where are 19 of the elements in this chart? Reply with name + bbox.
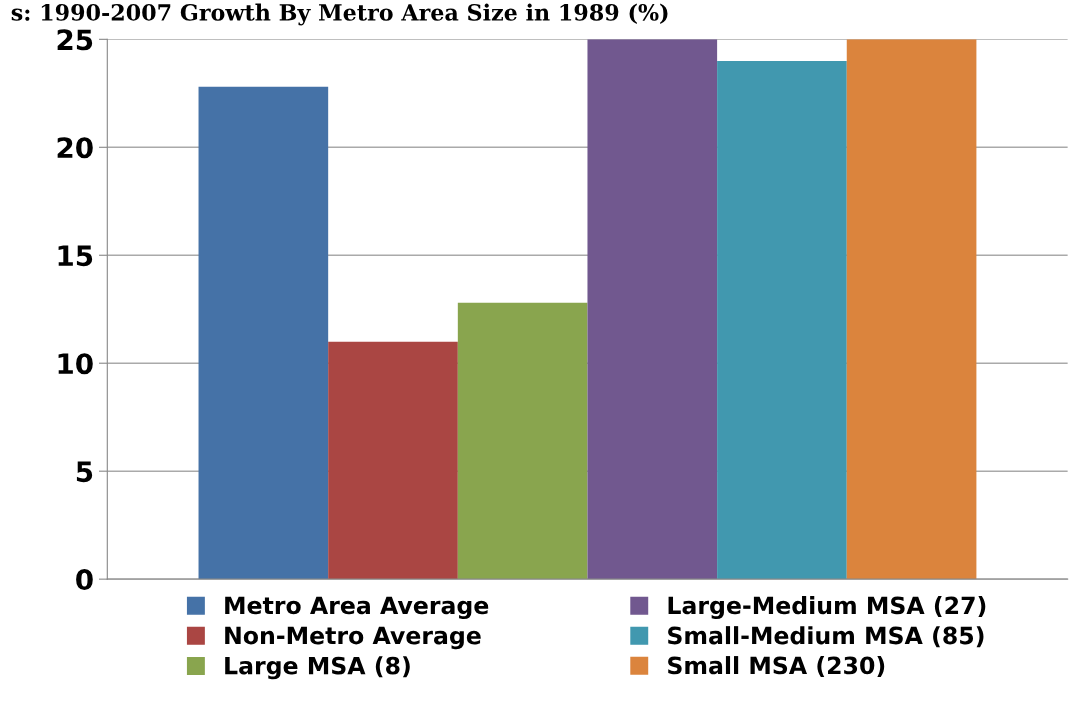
legend-label: Non-Metro Average [225,626,481,650]
y-tick-label: 10 [58,353,93,375]
bar [717,60,847,580]
y-tick-label: 25 [57,29,93,51]
y-tick-label: 15 [58,245,93,267]
bar [846,39,977,580]
bar [328,341,458,580]
legend-label: Metro Area Average [225,596,489,620]
bar [198,86,329,580]
legend-label: Small MSA (230) [668,656,885,678]
y-tick-label: 20 [57,137,93,159]
legend-label: Small-Medium MSA (85) [668,626,984,648]
chart-title: s: 1990-2007 Growth By Metro Area Size in 1989 (%) [11,3,668,26]
bar [587,39,718,580]
y-tick-label: 0 [76,569,93,591]
legend-label: Large-Medium MSA (27) [668,596,986,620]
legend-label: Large MSA (8) [225,656,410,680]
bar [457,302,588,580]
y-tick-label: 5 [76,461,93,483]
